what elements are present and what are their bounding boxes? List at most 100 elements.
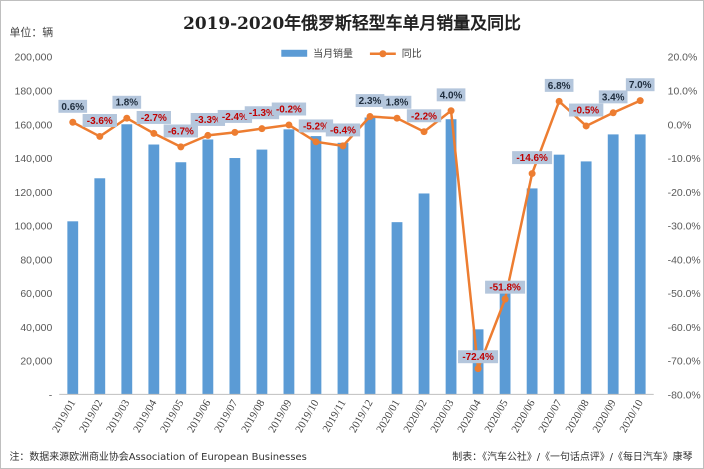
x-tick-label: 2020/06 (509, 397, 538, 435)
bar-2019/02 (94, 178, 106, 395)
y-left-tick-label: 40,000 (20, 323, 52, 334)
bar-2019/04 (148, 144, 160, 395)
line-point-2019/03 (123, 114, 131, 122)
x-tick-label: 2019/09 (266, 397, 295, 435)
line-point-2020/06 (528, 170, 536, 178)
y-right-tick-label: 0.0% (668, 120, 692, 131)
x-tick-label: 2019/06 (185, 397, 214, 435)
y-right-tick-label: 20.0% (668, 53, 698, 64)
data-label-2019/04: -2.7% (141, 113, 167, 124)
data-label-2019/01: 0.6% (61, 102, 84, 113)
line-point-2019/11 (339, 142, 347, 150)
legend-bar-swatch (281, 49, 308, 57)
data-label-2019/12: 2.3% (359, 96, 382, 107)
bar-2019/10 (310, 136, 322, 395)
line-point-2019/08 (258, 125, 266, 133)
bar-2020/02 (418, 193, 430, 395)
data-label-2019/08: -1.3% (249, 108, 275, 119)
y-left-tick-label: - (49, 390, 53, 401)
data-label-2020/05: -51.8% (489, 283, 521, 294)
data-label-box (112, 95, 142, 109)
bar-2020/09 (607, 134, 619, 395)
data-label-box (271, 102, 307, 116)
line-point-2019/04 (150, 129, 158, 137)
bar-2019/09 (283, 129, 295, 395)
line-point-2019/10 (312, 138, 320, 146)
x-tick-label: 2020/03 (428, 397, 457, 435)
y-left-tick-label: 180,000 (15, 86, 53, 97)
x-tick-label: 2019/05 (158, 397, 187, 435)
line-point-2019/07 (231, 128, 239, 136)
x-tick-label: 2019/02 (77, 398, 105, 435)
data-label-2019/10: -5.2% (303, 121, 329, 132)
y-left-tick-label: 160,000 (15, 120, 53, 131)
y-right-tick-label: 10.0% (668, 86, 698, 97)
x-tick-label: 2019/12 (347, 398, 375, 435)
data-label-box (382, 95, 412, 109)
data-label-2020/03: 4.0% (440, 90, 463, 101)
x-tick-label: 2019/11 (320, 398, 348, 435)
unit-label: 单位：辆 (9, 25, 53, 39)
data-label-box (512, 151, 553, 165)
x-tick-label: 2020/02 (401, 398, 429, 435)
data-label-box (325, 123, 361, 137)
x-tick-label: 2020/10 (617, 397, 646, 435)
y-left-tick-label: 200,000 (15, 53, 53, 64)
x-tick-label: 2020/07 (536, 397, 565, 435)
x-tick-label: 2020/08 (563, 397, 592, 435)
line-point-2020/05 (501, 295, 509, 303)
bar-2020/07 (553, 154, 565, 395)
bar-2019/06 (202, 139, 214, 395)
data-label-box (163, 124, 199, 138)
line-point-2020/08 (582, 122, 590, 130)
data-label-box (598, 90, 628, 104)
bar-series (67, 117, 646, 395)
y-left-tick-label: 60,000 (20, 289, 52, 300)
x-tick-label: 2020/05 (482, 397, 511, 435)
left-axis: - 20,000 40,000 60,000 80,000 100,000 120,000 1… (15, 53, 53, 402)
x-tick-label: 2019/03 (104, 397, 133, 435)
legend-bar-label: 当月销量 (313, 47, 353, 60)
data-label-box (217, 109, 253, 123)
data-label-2019/06: -3.3% (195, 115, 221, 126)
line-point-2019/06 (204, 131, 212, 139)
data-label-box (485, 280, 526, 294)
data-label-2019/05: -6.7% (168, 126, 194, 137)
y-right-tick-label: -20.0% (668, 188, 701, 199)
data-label-2020/07: 6.8% (548, 81, 571, 92)
bar-2020/05 (499, 282, 511, 395)
source-note: 注：数据来源欧洲商业协会Association of European Busi… (9, 450, 306, 463)
bar-2020/10 (634, 134, 646, 395)
line-point-2019/01 (69, 118, 77, 126)
bar-2019/05 (175, 162, 187, 395)
line-point-2020/01 (393, 114, 401, 122)
line-point-2019/12 (366, 113, 374, 120)
data-label-box (436, 88, 466, 102)
y-right-tick-label: -10.0% (668, 154, 701, 165)
x-tick-label: 2020/09 (590, 397, 619, 435)
data-label-2020/08: -0.5% (573, 106, 599, 117)
y-left-tick-label: 100,000 (15, 222, 53, 233)
bar-2019/03 (121, 124, 133, 395)
bar-2019/08 (256, 149, 268, 395)
data-label-2020/01: 1.8% (386, 98, 409, 109)
bar-2019/12 (364, 117, 376, 395)
line-point-2020/03 (447, 107, 455, 115)
line-point-2019/02 (96, 132, 104, 140)
data-label-2019/03: 1.8% (115, 98, 138, 109)
data-label-box (625, 78, 655, 92)
data-label-2019/11: -6.4% (330, 125, 356, 136)
y-left-tick-label: 140,000 (15, 154, 53, 165)
data-label-box (136, 110, 172, 124)
line-point-2020/09 (609, 109, 617, 117)
right-axis: 20.0% 10.0% 0.0% -10.0% -20.0% -30.0% -40.0% -5… (668, 53, 701, 402)
data-labels: 0.6%-3.6%1.8%-2.7%-6.7%-3.3% -2.4% -1.3% -0… (58, 78, 655, 363)
line-point-2019/05 (177, 143, 185, 151)
legend-line-marker (379, 50, 387, 58)
x-tick-label: 2019/01 (50, 398, 78, 435)
y-left-tick-label: 80,000 (20, 255, 52, 266)
x-tick-label: 2020/01 (374, 398, 402, 435)
x-tick-label: 2019/08 (239, 397, 268, 435)
data-label-2019/09: -0.2% (276, 105, 302, 116)
